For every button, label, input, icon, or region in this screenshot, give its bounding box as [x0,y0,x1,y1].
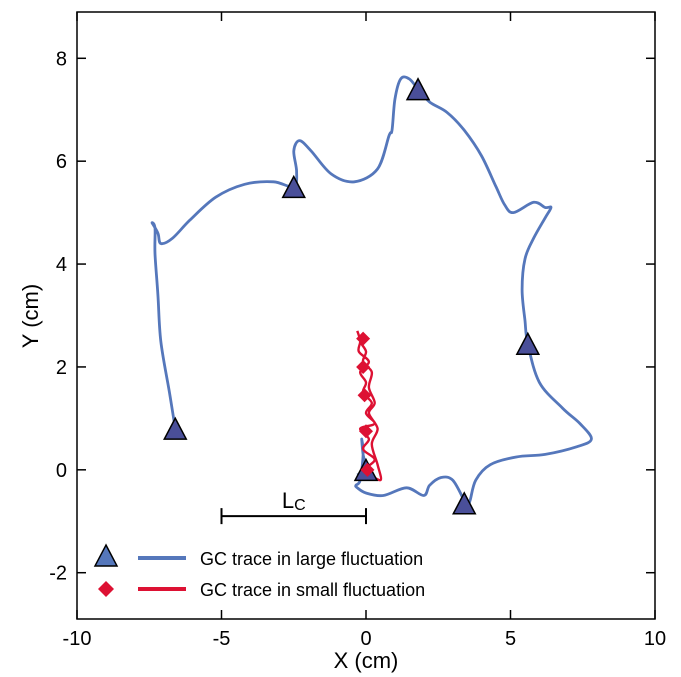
large-fluctuation-marker [405,77,431,101]
x-tick-label: 10 [644,628,666,650]
y-tick-label: 0 [56,460,67,482]
y-tick-label: 6 [56,151,67,173]
y-axis-label: Y (cm) [18,284,43,348]
large-fluctuation-marker [515,331,541,356]
small-fluctuation-marker [360,462,375,477]
y-tick-label: 8 [56,48,67,70]
y-tick-label: 2 [56,357,67,379]
small-fluctuation-marker [356,359,371,374]
y-tick-label: -2 [49,563,67,585]
small-fluctuation-marker [357,388,372,403]
small-fluctuation-trace [356,330,383,482]
markers [163,77,541,515]
large-fluctuation-marker [163,416,188,440]
large-fluctuation-trace [150,75,593,508]
legend-marker-large [93,543,119,567]
small-fluctuation-marker [359,424,373,439]
large-fluctuation-marker [281,174,306,199]
legend-label: GC trace in small fluctuation [200,580,425,600]
x-axis-label: X (cm) [334,648,399,673]
axis-ticks [76,12,656,619]
axis-tick-labels: -10 -5 0 5 10 -2 0 2 4 6 8 [49,48,666,650]
traces [150,75,593,508]
plot-frame [76,11,656,620]
legend-marker-small [98,581,114,597]
scale-bar-label: LC [282,488,306,514]
y-tick-label: 4 [56,254,67,276]
scale-bar: LC [220,488,367,525]
large-fluctuation-marker [452,491,477,515]
x-tick-label: -5 [213,628,231,650]
x-tick-label: 5 [505,628,516,650]
small-fluctuation-marker [356,331,371,346]
legend: GC trace in large fluctuation GC trace in… [93,543,425,600]
x-tick-label: -10 [63,628,92,650]
legend-label: GC trace in large fluctuation [200,549,423,569]
x-tick-label: 0 [360,628,371,650]
